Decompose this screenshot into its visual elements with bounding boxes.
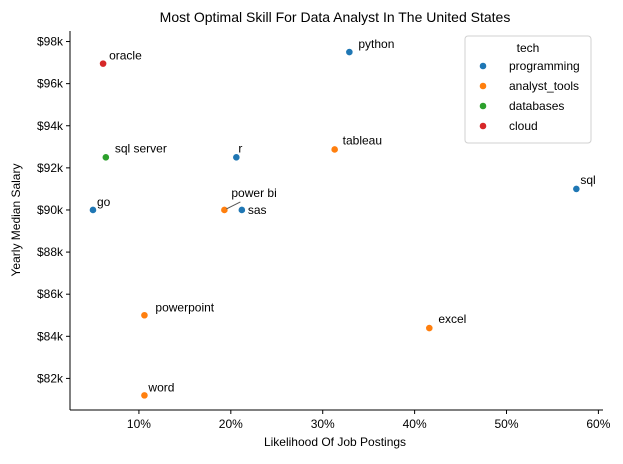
legend-marker: [479, 122, 487, 130]
point-label: sql: [580, 173, 595, 187]
x-axis-title: Likelihood Of Job Postings: [264, 435, 406, 449]
legend-label: programming: [509, 59, 580, 73]
x-tick-label: 50%: [494, 417, 518, 431]
legend-label: databases: [509, 99, 564, 113]
y-tick-label: $96k: [37, 77, 64, 91]
y-tick-label: $94k: [37, 119, 64, 133]
x-tick-label: 10%: [127, 417, 151, 431]
data-point: [330, 145, 339, 154]
point-label: powerpoint: [155, 300, 214, 314]
chart-title: Most Optimal Skill For Data Analyst In T…: [160, 9, 511, 25]
y-tick-label: $82k: [37, 371, 64, 385]
x-tick-label: 40%: [403, 417, 427, 431]
legend-box: [464, 35, 592, 144]
y-tick-label: $86k: [37, 287, 64, 301]
point-label: power bi: [231, 186, 276, 200]
data-point: [89, 206, 97, 214]
data-point: [220, 206, 229, 214]
point-label: tableau: [343, 133, 382, 147]
data-point: [572, 185, 581, 193]
y-tick-label: $88k: [37, 245, 64, 259]
data-point: [99, 59, 107, 68]
y-tick-label: $92k: [37, 161, 64, 175]
point-label: sas: [248, 203, 267, 217]
point-label: excel: [438, 312, 466, 326]
y-tick-label: $98k: [37, 35, 64, 49]
point-label: word: [147, 380, 174, 394]
legend-title: tech: [517, 41, 540, 55]
point-label: r: [238, 141, 242, 155]
data-point: [425, 324, 434, 332]
x-tick-label: 60%: [586, 417, 610, 431]
axes: 10% 20% 30% 40% 50% 60% $82k $84k $86k $88k $90k $9…: [37, 31, 611, 431]
y-tick-label: $90k: [37, 203, 64, 217]
point-label: sql server: [115, 141, 167, 155]
data-point: [232, 153, 241, 162]
point-label: go: [97, 195, 111, 209]
point-label: oracle: [109, 49, 142, 63]
data-point: [101, 153, 110, 162]
data-point: [345, 48, 354, 56]
point-label: python: [358, 37, 394, 51]
legend-marker: [479, 62, 487, 70]
legend-marker: [479, 82, 487, 90]
point-labels: python oracle tableau sql server r sql go power…: [97, 37, 596, 394]
legend-label: analyst_tools: [509, 79, 579, 93]
data-point: [237, 206, 246, 214]
legend-label: cloud: [509, 119, 538, 133]
y-tick-label: $84k: [37, 329, 64, 343]
x-tick-label: 20%: [219, 417, 243, 431]
x-tick-label: 30%: [311, 417, 335, 431]
legend-marker: [479, 102, 487, 110]
points: [89, 48, 581, 400]
data-point: [140, 311, 149, 320]
data-point: [140, 391, 149, 400]
label-leader-line: [226, 201, 241, 210]
y-axis-title: Yearly Median Salary: [9, 164, 23, 277]
legend: tech programming analyst_tools databases clo…: [464, 35, 592, 144]
